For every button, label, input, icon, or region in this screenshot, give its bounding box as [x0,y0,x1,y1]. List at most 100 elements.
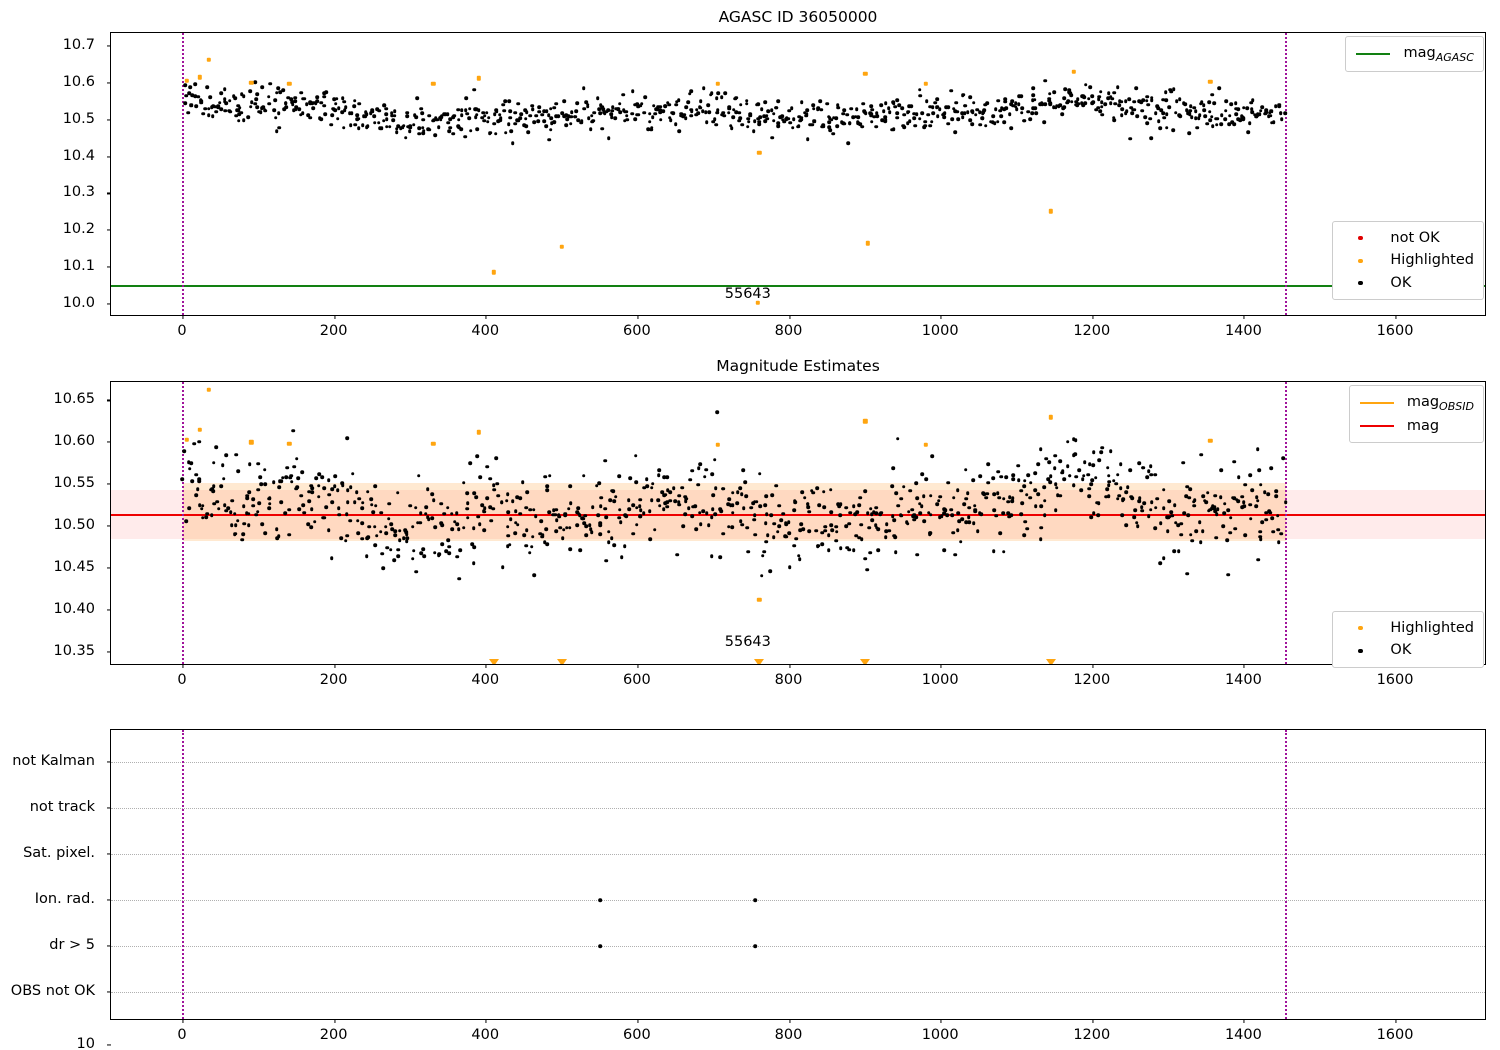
data-point-ok [779,518,783,522]
data-point-ok [834,530,839,534]
data-point-ok [564,113,568,118]
data-point-ok [1185,571,1189,576]
panel1-legend-status[interactable]: not OK Highlighted OK [1332,221,1484,301]
data-point-ok [690,514,695,518]
legend-entry[interactable]: mag [1357,415,1474,437]
data-point-ok [1036,462,1040,466]
data-point-ok [597,107,602,111]
data-point-ok [1201,494,1205,499]
data-point-ok [1258,108,1263,113]
data-point-ok [1091,463,1095,468]
data-point-ok [503,131,508,135]
data-point-ok [1048,474,1053,478]
data-point-ok [1107,91,1111,96]
data-point-ok [1058,493,1062,498]
data-point-ok [677,129,681,133]
legend-entry[interactable]: Highlighted [1340,249,1474,271]
data-point-ok [263,482,267,486]
data-point-ok [581,86,586,90]
data-point-ok [446,538,450,542]
data-point-ok [853,512,858,517]
data-point-ok [528,507,533,512]
data-point-ok [661,507,666,512]
data-point-ok [861,101,866,106]
data-point-ok [1161,556,1166,560]
data-point-ok [468,128,473,133]
data-point-ok [764,539,769,544]
data-point-ok [963,467,968,472]
data-point-ok [519,112,523,117]
data-point-ok [457,577,462,581]
data-point-ok [379,126,384,130]
legend-entry[interactable]: OK [1340,272,1474,294]
data-point-ok [1239,113,1244,118]
data-point-ok [1086,97,1091,101]
data-point-ok [688,477,692,482]
data-point-ok [962,111,967,116]
panel2-legend-maglines[interactable]: magOBSID mag [1348,385,1484,444]
data-point-ok [1044,456,1049,461]
data-point-ok [1198,520,1202,525]
data-point-ok [964,520,969,525]
data-point-ok [598,111,602,115]
data-point-ok [442,511,446,516]
data-point-ok [333,484,337,488]
data-point-ok [704,511,709,515]
data-point-ok [1159,108,1163,113]
data-point-ok [978,122,983,127]
data-point-ok [507,542,512,547]
xtick-mark [788,664,791,668]
data-point-ok [1150,98,1154,102]
data-point-ok [759,574,764,578]
data-point-ok [554,507,559,512]
data-point-ok [1006,511,1011,515]
legend-entry[interactable]: Highlighted [1340,617,1474,639]
data-point-ok [564,123,568,128]
data-point-ok [820,531,824,535]
data-point-ok [940,112,945,117]
xtick-mark [940,315,942,319]
data-point-ok [625,117,629,122]
data-point-ok [465,112,469,116]
data-point-ok [395,491,400,495]
data-point-ok [713,512,717,517]
data-point-ok [242,118,246,122]
data-point-ok [1194,109,1198,114]
legend-entry[interactable]: magAGASC [1353,42,1474,66]
data-point-ok [811,106,816,111]
data-point-ok [798,528,803,532]
data-point-ok [991,120,995,125]
panel2-legend-status[interactable]: Highlighted OK [1332,611,1484,668]
data-point-ok [542,540,547,544]
data-point-ok [505,544,510,549]
panel1-axes: 55643 [107,32,1486,319]
legend-entry[interactable]: magOBSID [1357,391,1474,415]
clipped-point-marker [754,659,765,664]
data-point-ok [1139,100,1143,104]
data-point-ok [1011,496,1015,501]
clipped-point-marker [557,659,568,664]
ytick-label: 10.1 [62,258,95,275]
data-point-ok [1074,99,1079,104]
data-point-ok [294,456,299,461]
data-point-ok [1267,114,1271,119]
data-point-ok [1060,469,1065,474]
legend-entry[interactable]: OK [1340,639,1474,661]
data-point-ok [794,536,798,541]
data-point-ok [845,545,849,550]
data-point-ok [438,117,443,122]
legend-entry[interactable]: not OK [1340,227,1474,249]
data-point-ok [1087,494,1091,499]
data-point-ok [764,494,768,499]
data-point-ok [1031,86,1036,91]
data-point-ok [756,116,761,121]
data-point-ok [606,136,611,140]
data-point-ok [1252,112,1257,117]
clipped-point-marker [488,659,499,664]
panel1-legend-magagasc[interactable]: magAGASC [1345,36,1484,72]
data-point-ok [1048,480,1053,484]
data-point-ok [935,114,940,118]
data-point-ok [1156,106,1160,111]
data-point-ok [870,518,874,523]
data-point-ok [933,100,937,105]
